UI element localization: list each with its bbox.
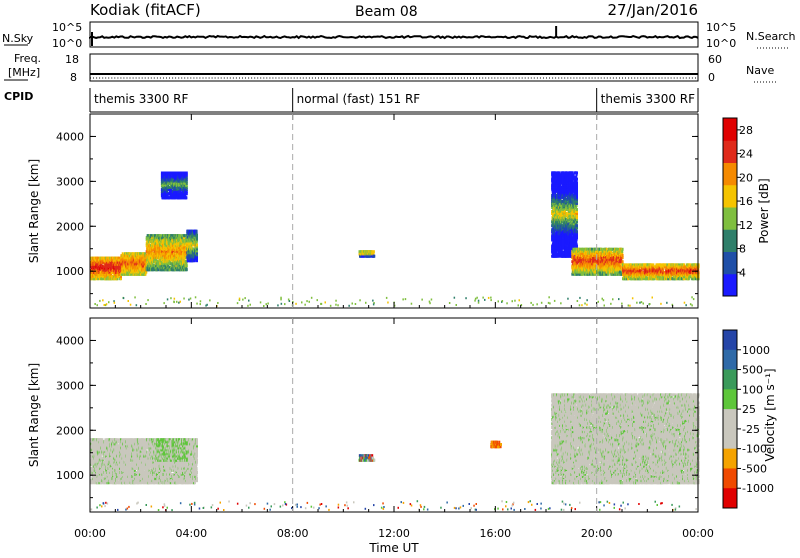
- scatter-cell: [186, 172, 188, 175]
- cpid-segment-label: themis 3300 RF: [601, 92, 695, 106]
- scatter-cell: [576, 224, 578, 227]
- freq-tick-low: 8: [70, 71, 77, 84]
- nsearch-tick-low: 10^0: [706, 37, 736, 50]
- scatter-cell: [576, 178, 578, 181]
- freq-label: Freq.: [14, 52, 41, 65]
- nave-tick-high: 60: [708, 53, 722, 66]
- nsky-tick-low: 10^0: [52, 37, 82, 50]
- freq-tick-high: 18: [65, 53, 79, 66]
- nave-label: Nave: [746, 64, 774, 77]
- nsky-line: [90, 36, 698, 38]
- scatter-cell: [576, 245, 578, 248]
- scatter-cell: [373, 250, 375, 253]
- scatter-cell: [373, 255, 375, 258]
- nave-tick-low: 0: [708, 71, 715, 84]
- scatter-cell: [196, 230, 198, 233]
- power-panel-bg: [90, 114, 698, 308]
- scatter-cell: [576, 182, 578, 185]
- date-title: 27/Jan/2016: [608, 1, 699, 19]
- cpid-segment-label: themis 3300 RF: [94, 92, 188, 106]
- freq-trace: [90, 74, 698, 78]
- station-title: Kodiak (fitACF): [90, 1, 201, 19]
- nsearch-tick-high: 10^5: [706, 21, 736, 34]
- nsky-trace: [90, 26, 698, 46]
- scatter-cell: [186, 264, 188, 267]
- cpid-label: CPID: [4, 90, 33, 103]
- scatter-cell: [196, 244, 198, 247]
- scatter-cell: [576, 171, 578, 174]
- scatter-cell: [196, 234, 198, 237]
- beam-title: Beam 08: [355, 4, 418, 20]
- nsky-panel-frame: [90, 22, 698, 47]
- freq-unit-label: [MHz]: [8, 66, 40, 79]
- cpid-segment-label: normal (fast) 151 RF: [297, 92, 421, 106]
- scatter-cell: [576, 208, 578, 211]
- nsky-label: N.Sky: [2, 32, 34, 45]
- nsky-tick-high: 10^5: [52, 21, 82, 34]
- freq-panel-frame: [90, 54, 698, 81]
- scatter-cell: [186, 268, 188, 271]
- nsearch-label: N.Search: [746, 30, 796, 43]
- scatter-cell: [576, 230, 578, 233]
- cpid-segments: themis 3300 RF normal (fast) 151 RF themis…: [94, 88, 695, 112]
- scatter-cell: [185, 196, 187, 199]
